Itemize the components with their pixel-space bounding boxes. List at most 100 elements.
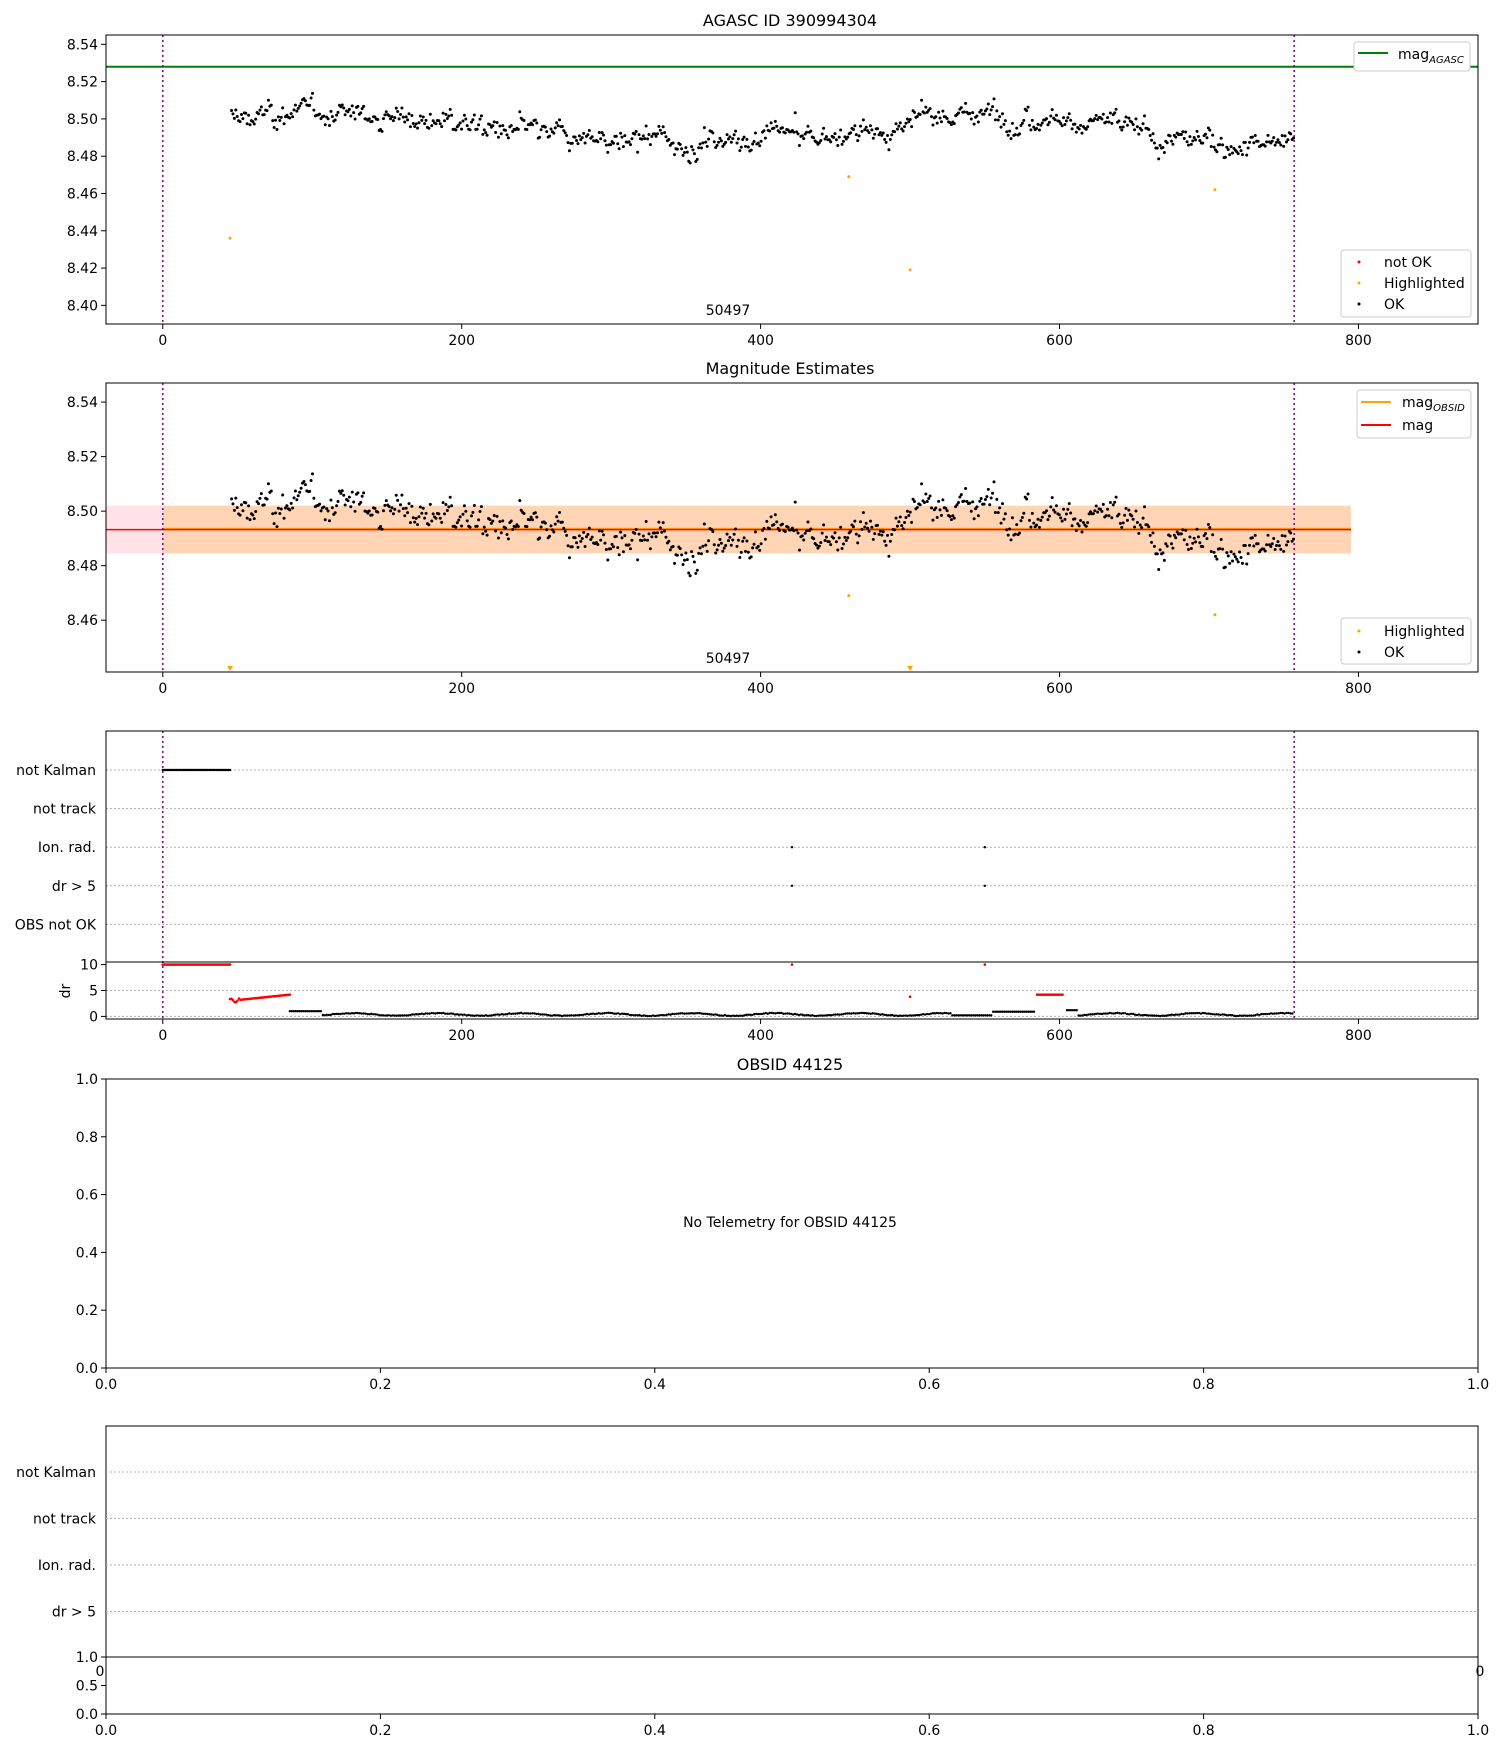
ok-point bbox=[479, 505, 483, 509]
dr-point-ok bbox=[426, 1012, 429, 1015]
legend-label-ok: OK bbox=[1384, 297, 1405, 313]
dr-point-ok bbox=[630, 1013, 633, 1017]
ok-point bbox=[887, 554, 891, 558]
ok-point bbox=[941, 498, 945, 502]
ok-point bbox=[535, 121, 539, 125]
dr-point-ok bbox=[677, 1012, 680, 1015]
x-tick-label: 0.8 bbox=[1192, 1377, 1214, 1393]
dr-point-ok bbox=[686, 1012, 690, 1015]
ok-point bbox=[488, 518, 492, 522]
ok-point bbox=[644, 124, 648, 128]
ok-point bbox=[1292, 537, 1296, 541]
dr-point-ok bbox=[986, 1014, 989, 1017]
obsid-panel-title: OBSID 44125 bbox=[737, 1055, 843, 1074]
ok-point bbox=[898, 515, 902, 519]
dr-point-ok bbox=[1289, 1012, 1292, 1015]
dr-point-ok bbox=[498, 1013, 501, 1017]
ok-point bbox=[548, 134, 552, 138]
ok-point bbox=[418, 114, 422, 118]
ok-point bbox=[641, 534, 645, 538]
ok-point bbox=[915, 114, 919, 118]
ok-point bbox=[1164, 542, 1168, 546]
x-tick-label: 0.2 bbox=[369, 1723, 391, 1739]
ok-point bbox=[244, 501, 248, 505]
dr-point-ok bbox=[465, 1014, 468, 1017]
dr-point-ok bbox=[356, 1011, 360, 1015]
ok-point bbox=[1221, 143, 1225, 147]
ok-point bbox=[235, 115, 239, 119]
ok-point bbox=[617, 553, 621, 557]
dr-point-ok bbox=[500, 1012, 503, 1016]
dr-point-ok bbox=[302, 1010, 305, 1013]
ok-point bbox=[802, 137, 806, 141]
ok-point bbox=[843, 135, 847, 139]
ok-point bbox=[1040, 515, 1044, 519]
ok-point bbox=[1019, 123, 1023, 127]
ok-point bbox=[983, 497, 987, 501]
x-tick-label: 0 bbox=[158, 681, 167, 697]
ok-point bbox=[535, 515, 539, 519]
ok-point bbox=[1131, 517, 1135, 521]
ok-point bbox=[322, 114, 326, 118]
ok-point bbox=[1191, 139, 1195, 143]
ok-point bbox=[254, 509, 258, 513]
dr-point-ok bbox=[1275, 1012, 1279, 1015]
ok-point bbox=[897, 520, 901, 524]
ok-point bbox=[231, 502, 235, 506]
ok-point bbox=[655, 132, 659, 136]
ok-point bbox=[840, 546, 844, 550]
ok-point bbox=[948, 515, 952, 519]
dr-point-ok bbox=[1180, 1012, 1183, 1016]
ok-point bbox=[1201, 141, 1205, 145]
dr-point-not-ok bbox=[288, 993, 292, 996]
ok-point bbox=[1070, 524, 1074, 528]
ok-point bbox=[945, 117, 949, 121]
ok-point bbox=[1027, 518, 1031, 522]
ok-point bbox=[393, 507, 397, 511]
highlighted-point bbox=[1213, 613, 1217, 617]
agasc-point-legend: not OK Highlighted OK bbox=[1340, 249, 1472, 318]
agasc-obs-label: 50497 bbox=[706, 303, 751, 319]
ok-point bbox=[619, 530, 623, 534]
ok-point bbox=[856, 139, 860, 143]
dr-point-ok bbox=[436, 1011, 439, 1015]
ok-point bbox=[823, 137, 827, 141]
ok-point bbox=[599, 137, 603, 141]
dr-point-ok bbox=[310, 1010, 313, 1013]
dr-point-ok bbox=[1170, 1013, 1174, 1016]
x-tick-label: 600 bbox=[1046, 681, 1073, 697]
ok-point bbox=[655, 531, 659, 535]
dr-point-ok bbox=[826, 1013, 830, 1017]
dr-point-ok bbox=[461, 1013, 464, 1016]
dr-point-ok bbox=[1124, 1012, 1127, 1015]
ok-point bbox=[1005, 130, 1009, 134]
ok-point bbox=[915, 506, 919, 510]
ok-point bbox=[1077, 127, 1081, 131]
dr-point-ok bbox=[655, 1014, 659, 1017]
ok-point bbox=[746, 550, 750, 554]
ok-point bbox=[511, 129, 515, 133]
ok-point bbox=[604, 143, 608, 147]
ok-point bbox=[711, 131, 715, 135]
ok-point bbox=[1089, 510, 1093, 514]
ok-point bbox=[582, 530, 586, 534]
ok-point bbox=[454, 128, 458, 132]
ok-point bbox=[660, 530, 664, 534]
ok-point bbox=[420, 511, 424, 515]
dr-point-ok bbox=[449, 1012, 453, 1015]
x-tick-label: 0.4 bbox=[644, 1377, 666, 1393]
ok-point bbox=[356, 491, 360, 495]
ok-point bbox=[1066, 507, 1070, 511]
ok-point bbox=[430, 124, 434, 128]
ok-point bbox=[455, 521, 459, 525]
ok-point bbox=[444, 112, 448, 116]
ok-point bbox=[583, 141, 587, 145]
ok-point bbox=[1130, 514, 1134, 518]
dr-point-ok bbox=[527, 1012, 531, 1015]
ok-point bbox=[1185, 140, 1189, 144]
ok-point bbox=[522, 119, 526, 123]
ok-point bbox=[673, 561, 677, 565]
flag-row-label: dr > 5 bbox=[52, 1605, 96, 1621]
ok-point bbox=[469, 514, 473, 518]
